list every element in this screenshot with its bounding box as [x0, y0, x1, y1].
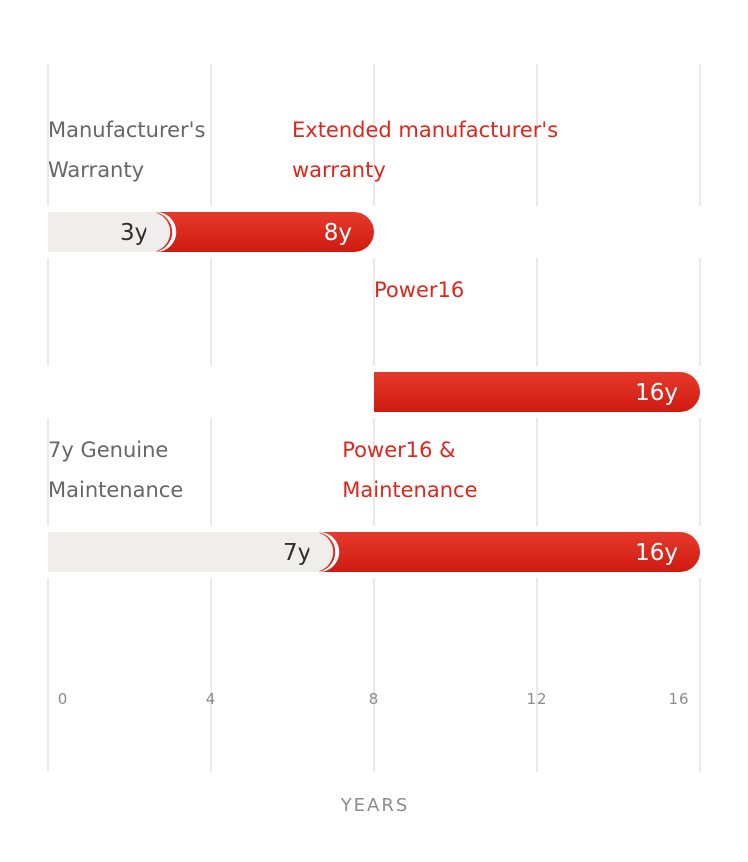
extension-label-line: warranty [292, 158, 386, 182]
base-label-line: Maintenance [48, 478, 183, 502]
base-bar-cap [309, 532, 334, 572]
bar-notch [152, 212, 177, 252]
tick-label-4: 4 [206, 690, 217, 708]
base-label-line: Manufacturer's [48, 118, 205, 142]
extension-label-line: Maintenance [342, 478, 477, 502]
bar-row-1: Manufacturer's Warranty 3y Extended manufac… [40, 118, 708, 258]
base-value-label: 3y [120, 220, 148, 246]
base-bar [48, 532, 334, 572]
base-label: 7y Genuine Maintenance [48, 438, 183, 502]
bar-row-2: Power16 16y [40, 278, 708, 418]
extension-value-label: 16y [635, 540, 678, 566]
bar-row-3: 7y Genuine Maintenance 7y Power16 & Maintena… [40, 438, 708, 578]
tick-label-12: 12 [526, 690, 547, 708]
extension-value-label: 16y [635, 380, 678, 406]
extension-label: Extended manufacturer's warranty [292, 118, 558, 182]
tick-label-16: 16 [668, 690, 689, 708]
x-axis-title: YEARS [340, 795, 410, 816]
extension-bar [374, 372, 700, 412]
base-bar-cap [146, 212, 171, 252]
x-axis: YEARS 0 4 8 12 16 [58, 690, 689, 816]
extension-bar [156, 212, 374, 252]
bar-notch [315, 532, 340, 572]
extension-label-line: Extended manufacturer's [292, 118, 558, 142]
extension-label-line: Power16 & [342, 438, 455, 462]
extension-label: Power16 [374, 278, 464, 302]
extension-label-line: Power16 [374, 278, 464, 302]
extension-label: Power16 & Maintenance [342, 438, 477, 502]
base-value-label: 7y [283, 540, 311, 566]
bar-rows: Manufacturer's Warranty 3y Extended manufac… [40, 118, 708, 578]
extension-bar [319, 532, 700, 572]
extension-value-label: 8y [324, 220, 352, 246]
base-label: Manufacturer's Warranty [48, 118, 205, 182]
base-label-line: Warranty [48, 158, 144, 182]
tick-label-0: 0 [58, 690, 69, 708]
tick-label-8: 8 [369, 690, 380, 708]
base-label-line: 7y Genuine [48, 438, 168, 462]
base-bar [48, 212, 171, 252]
